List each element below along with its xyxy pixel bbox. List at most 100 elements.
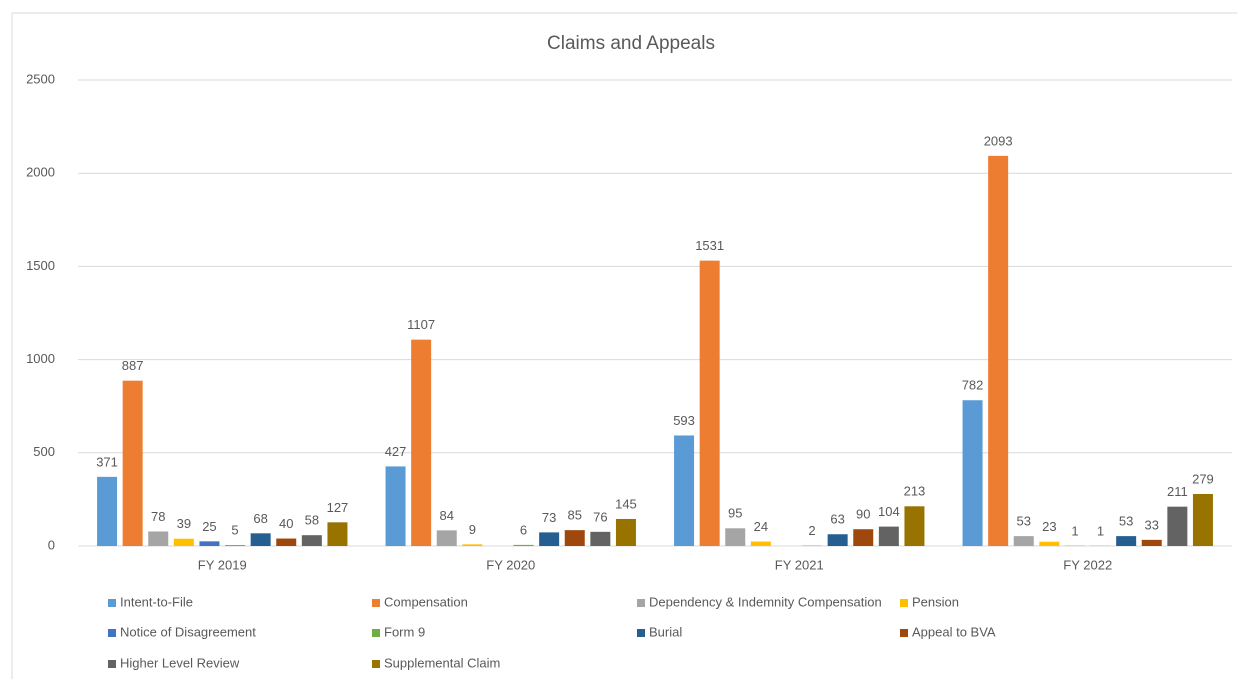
data-label: 1531: [695, 238, 724, 253]
data-label: 145: [615, 496, 637, 511]
bar: [590, 532, 610, 546]
legend-swatch: [372, 660, 380, 668]
y-tick-label: 500: [33, 444, 55, 459]
x-tick-label: FY 2020: [486, 557, 535, 572]
bar: [853, 529, 873, 546]
bar: [616, 519, 636, 546]
data-label: 33: [1145, 517, 1159, 532]
legend-label: Higher Level Review: [120, 655, 240, 670]
legend-label: Appeal to BVA: [912, 624, 996, 639]
legend-swatch: [108, 660, 116, 668]
bar: [123, 381, 143, 546]
bar: [1039, 542, 1059, 546]
data-label: 53: [1119, 514, 1133, 529]
data-label: 1: [1071, 523, 1078, 538]
data-label: 782: [962, 378, 984, 393]
bar: [1116, 536, 1136, 546]
bar: [174, 539, 194, 546]
bar: [276, 539, 296, 546]
bar: [327, 522, 347, 546]
bar: [879, 527, 899, 546]
data-label: 6: [520, 522, 527, 537]
data-label: 1107: [407, 317, 435, 332]
legend-label: Notice of Disagreement: [120, 624, 256, 639]
x-tick-label: FY 2021: [775, 557, 824, 572]
data-label: 279: [1192, 471, 1214, 486]
data-label: 73: [542, 510, 556, 525]
x-tick-label: FY 2022: [1063, 557, 1112, 572]
bar: [725, 528, 745, 546]
data-label: 90: [856, 507, 870, 522]
legend-swatch: [108, 599, 116, 607]
bar: [199, 541, 219, 546]
data-label: 127: [327, 500, 349, 515]
data-label: 40: [279, 516, 293, 531]
data-label: 95: [728, 506, 742, 521]
data-label: 427: [385, 444, 407, 459]
y-tick-label: 0: [48, 537, 55, 552]
data-label: 23: [1042, 519, 1056, 534]
data-label: 2: [808, 523, 815, 538]
bar: [386, 466, 406, 546]
data-label: 2093: [984, 133, 1013, 148]
legend-label: Burial: [649, 624, 682, 639]
legend-swatch: [637, 629, 645, 637]
bar: [302, 535, 322, 546]
data-label: 104: [878, 504, 900, 519]
bar: [1014, 536, 1034, 546]
y-tick-label: 2500: [26, 71, 55, 86]
legend-swatch: [637, 599, 645, 607]
bar: [251, 533, 271, 546]
bar: [988, 156, 1008, 546]
data-label: 63: [830, 512, 844, 527]
bar: [1142, 540, 1162, 546]
legend-label: Form 9: [384, 624, 425, 639]
legend-label: Compensation: [384, 594, 468, 609]
y-tick-label: 1000: [26, 351, 55, 366]
data-label: 593: [673, 413, 695, 428]
data-label: 76: [593, 509, 607, 524]
bar: [462, 544, 482, 546]
legend-label: Intent-to-File: [120, 594, 193, 609]
data-label: 213: [904, 484, 926, 499]
bar: [565, 530, 585, 546]
bar: [148, 531, 168, 546]
bar: [674, 435, 694, 546]
bar: [514, 545, 534, 546]
y-tick-label: 1500: [26, 258, 55, 273]
x-tick-label: FY 2019: [198, 557, 247, 572]
data-label: 371: [96, 454, 118, 469]
data-label: 9: [469, 522, 476, 537]
legend-swatch: [372, 629, 380, 637]
legend-swatch: [900, 599, 908, 607]
data-label: 211: [1167, 484, 1188, 499]
bar: [963, 400, 983, 546]
bar: [700, 261, 720, 546]
bar: [904, 506, 924, 546]
bar: [225, 545, 245, 546]
data-label: 53: [1017, 514, 1031, 529]
data-label: 5: [231, 523, 238, 538]
bar: [539, 532, 559, 546]
data-label: 78: [151, 509, 165, 524]
bar: [1167, 507, 1187, 546]
bar: [411, 340, 431, 546]
legend-swatch: [108, 629, 116, 637]
data-label: 58: [305, 513, 319, 528]
bar: [437, 530, 457, 546]
legend-label: Dependency & Indemnity Compensation: [649, 594, 882, 609]
data-label: 1: [1097, 523, 1104, 538]
data-label: 39: [177, 516, 191, 531]
legend-label: Supplemental Claim: [384, 655, 500, 670]
bar: [751, 542, 771, 546]
bar: [97, 477, 117, 546]
bar: [1193, 494, 1213, 546]
legend-swatch: [372, 599, 380, 607]
y-tick-label: 2000: [26, 165, 55, 180]
data-label: 84: [440, 508, 454, 523]
bar: [828, 534, 848, 546]
data-label: 85: [568, 508, 582, 523]
legend-swatch: [900, 629, 908, 637]
data-label: 24: [754, 519, 768, 534]
